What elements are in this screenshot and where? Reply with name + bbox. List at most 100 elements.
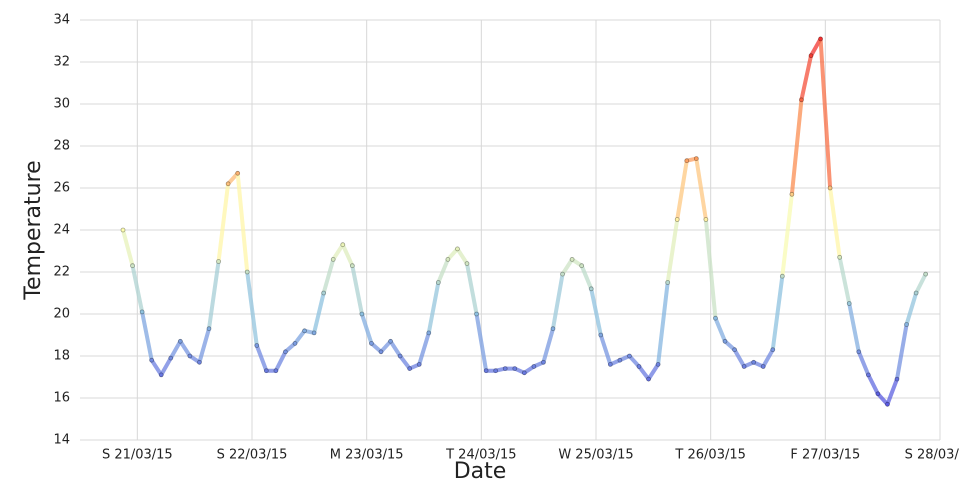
line-segment — [551, 272, 565, 331]
data-point — [216, 259, 221, 264]
y-tick-label: 28 — [53, 139, 70, 154]
line-segment — [589, 286, 603, 337]
line-segment — [350, 263, 364, 316]
data-point — [378, 349, 384, 355]
data-point — [674, 217, 680, 222]
line-segment — [866, 372, 880, 396]
data-point — [158, 372, 164, 378]
line-segment — [207, 259, 221, 331]
data-point — [349, 263, 355, 269]
line-segment — [197, 326, 211, 365]
data-point — [359, 311, 365, 317]
data-point — [512, 366, 518, 372]
y-tick-label: 30 — [53, 97, 70, 112]
line-segment — [627, 354, 641, 369]
line-segment — [904, 291, 919, 327]
data-point — [283, 349, 288, 355]
data-point — [799, 97, 804, 103]
line-segment — [359, 312, 374, 346]
line-segment — [474, 312, 489, 373]
data-point — [407, 366, 413, 372]
x-tick-label: S 21/03/15 — [102, 448, 173, 463]
line-segment — [254, 343, 269, 373]
data-point — [197, 359, 202, 365]
x-tick-label: W 25/03/15 — [558, 448, 633, 463]
line-segment — [541, 326, 555, 365]
y-tick-label: 22 — [53, 265, 70, 280]
line-segment — [656, 280, 670, 367]
y-tick-label: 32 — [53, 55, 70, 70]
data-point — [617, 357, 623, 363]
line-segment — [560, 257, 575, 277]
line-segment — [216, 181, 231, 264]
data-point — [225, 181, 231, 187]
line-segment — [321, 257, 336, 295]
data-point — [913, 290, 919, 296]
data-point — [550, 326, 556, 332]
data-point — [493, 368, 499, 374]
line-segment — [713, 316, 727, 344]
x-tick-label: S 22/03/15 — [217, 448, 288, 463]
line-segment — [856, 349, 871, 377]
data-point — [120, 227, 126, 233]
x-tick-label: S 28/03/15 — [905, 448, 960, 463]
line-segment — [293, 328, 307, 346]
y-tick-label: 18 — [53, 349, 70, 364]
line-segment — [694, 156, 708, 222]
data-point — [579, 263, 585, 269]
data-point — [445, 256, 451, 262]
data-point — [254, 343, 260, 348]
line-segment — [732, 347, 747, 369]
data-point — [560, 271, 565, 277]
data-point — [846, 301, 852, 306]
data-point — [149, 357, 155, 363]
data-point — [741, 364, 747, 369]
line-segment — [780, 192, 794, 279]
y-tick-label: 26 — [53, 181, 70, 196]
data-point — [235, 170, 241, 176]
data-point — [904, 322, 909, 327]
line-segment — [388, 339, 403, 358]
data-point — [770, 347, 776, 353]
line-segment — [818, 36, 833, 190]
x-tick-label: T 24/03/15 — [445, 448, 516, 463]
y-tick-label: 24 — [53, 223, 70, 238]
data-point — [693, 156, 699, 162]
data-point — [808, 53, 814, 59]
data-point — [703, 217, 709, 222]
data-point — [923, 271, 929, 277]
data-point — [665, 280, 671, 285]
line-segment — [398, 354, 412, 371]
line-segment — [675, 158, 689, 222]
line-segment — [178, 339, 192, 358]
data-point — [292, 340, 298, 346]
line-segment — [465, 261, 479, 316]
line-segment — [799, 53, 813, 102]
line-segment — [875, 391, 890, 407]
line-segment — [646, 362, 661, 382]
data-point — [875, 391, 881, 397]
data-point — [177, 338, 183, 344]
data-point — [722, 338, 728, 344]
data-point — [302, 328, 307, 334]
data-point — [426, 330, 432, 336]
data-point — [139, 309, 145, 315]
data-point — [435, 280, 441, 285]
line-segment — [312, 291, 326, 335]
data-point — [206, 326, 212, 332]
data-point — [397, 353, 403, 359]
data-point — [416, 361, 422, 367]
y-tick-label: 20 — [53, 307, 70, 322]
line-segment — [598, 333, 613, 367]
y-tick-label: 34 — [53, 13, 70, 28]
data-point — [340, 242, 346, 248]
line-segment — [914, 272, 928, 295]
data-point — [483, 368, 489, 374]
data-point — [636, 364, 642, 369]
line-segment — [761, 347, 775, 369]
data-point — [541, 359, 546, 365]
data-point — [760, 364, 766, 369]
data-point — [789, 191, 795, 197]
line-segment — [159, 356, 173, 377]
